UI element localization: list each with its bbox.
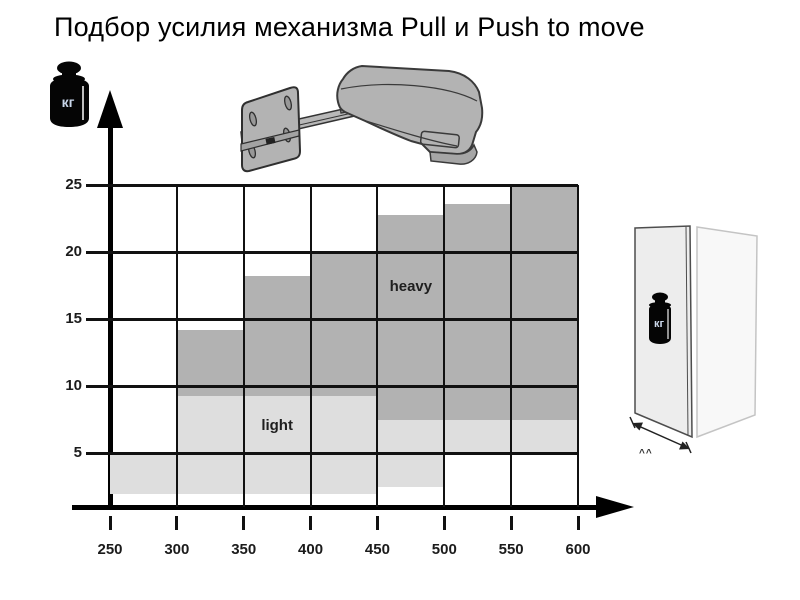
weight-neck [62, 69, 76, 77]
housing-step-line [362, 119, 458, 147]
housing-bottom-lip [429, 143, 478, 165]
grid-line-y-20 [110, 250, 578, 254]
band-heavy-550-600 [511, 185, 578, 420]
band-light-250-300 [110, 453, 177, 494]
mechanism-illustration [240, 64, 484, 173]
housing-latch-detail [419, 130, 460, 149]
y-tick-5 [86, 451, 112, 455]
y-tick-label-5: 5 [73, 444, 82, 462]
band-light-550-600 [511, 419, 578, 454]
grid-line-y-10 [110, 384, 578, 388]
band-heavy-350-400 [243, 276, 311, 396]
x-tick-label-600: 600 [565, 541, 591, 558]
x-tick-label-550: 550 [498, 541, 524, 558]
y-tick-20 [86, 250, 112, 254]
grid-line-x-300 [175, 185, 178, 507]
band-light-300-350 [176, 395, 244, 494]
y-tick-10 [86, 384, 112, 388]
y-tick-label-20: 20 [65, 243, 82, 261]
region-label-light: light [261, 416, 293, 434]
door-weight-label: кг [654, 318, 665, 330]
plate-slot [283, 95, 293, 111]
door-edge-line [685, 225, 689, 437]
x-tick-500 [442, 516, 446, 530]
grid-line-x-600 [577, 185, 579, 507]
door-width-dimension-arrow [629, 416, 692, 454]
x-tick-label-400: 400 [298, 541, 324, 558]
mechanism-mounting-plate [241, 86, 302, 173]
housing-top-face-line [340, 83, 478, 102]
x-tick-250 [108, 516, 112, 530]
x-axis-arrowhead [596, 496, 634, 518]
cabinet-illustration: кг ^^ [629, 225, 758, 459]
weight-label: кг [62, 94, 75, 110]
grid-line-x-400 [309, 185, 312, 507]
plate-notch [265, 137, 276, 145]
band-heavy-300-350 [176, 329, 244, 396]
x-tick-label-300: 300 [164, 541, 190, 558]
page-title: Подбор усилия механизма Pull и Push to m… [54, 12, 645, 42]
y-axis-arrowhead [97, 90, 123, 128]
y-tick-25 [86, 183, 112, 187]
y-tick-label-15: 15 [65, 310, 82, 328]
x-tick-600 [576, 516, 580, 530]
x-tick-400 [309, 516, 313, 530]
y-tick-15 [86, 317, 112, 321]
band-heavy-400-450 [310, 252, 378, 396]
band-light-500-550 [444, 419, 512, 454]
y-tick-label-25: 25 [65, 176, 82, 193]
x-tick-label-350: 350 [231, 541, 257, 558]
x-tick-450 [375, 516, 379, 530]
x-axis-line [72, 505, 597, 510]
mechanism-housing [336, 64, 484, 156]
plate-slot [248, 111, 258, 127]
grid-line-x-350 [242, 185, 245, 507]
weight-body [50, 78, 89, 127]
band-light-400-450 [310, 395, 378, 494]
x-tick-label-450: 450 [364, 541, 390, 558]
grid-line-y-5 [110, 451, 578, 455]
band-light-350-400 [243, 395, 311, 494]
x-tick-350 [242, 516, 246, 530]
grid-line-y-25 [110, 183, 578, 187]
door-kg-weight-icon: кг [649, 292, 671, 344]
x-tick-300 [175, 516, 179, 530]
y-axis-line [108, 104, 113, 510]
grid-line-y-15 [110, 317, 578, 321]
dimension-marks: ^^ [639, 448, 653, 459]
grid-line-x-500 [443, 185, 446, 507]
region-label-heavy: heavy [389, 278, 433, 296]
x-tick-550 [509, 516, 513, 530]
y-tick-label-10: 10 [65, 377, 82, 395]
grid-line-x-550 [510, 185, 513, 507]
grid-line-x-450 [376, 185, 379, 507]
kg-weight-icon: кг [50, 61, 89, 127]
x-tick-label-250: 250 [97, 541, 123, 558]
x-tick-label-500: 500 [431, 541, 457, 558]
cabinet-side-panel [696, 226, 758, 439]
band-heavy-500-550 [444, 203, 512, 420]
